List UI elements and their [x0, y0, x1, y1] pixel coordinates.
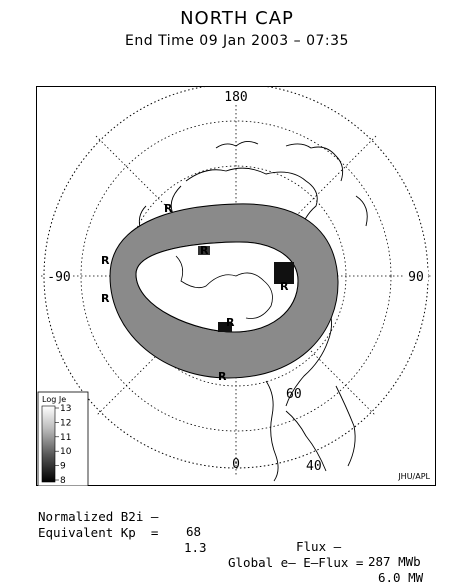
flux-label: Flux – — [296, 539, 342, 554]
inner-coastlines — [175, 255, 273, 319]
flux-value: 287 MWb — [368, 554, 421, 569]
r-marker: R — [280, 280, 289, 293]
equivalent-kp-label: Equivalent Kp = — [38, 525, 159, 540]
r-marker: R — [101, 292, 110, 305]
normalized-b2i-label: Normalized B2i – — [38, 509, 159, 524]
latitude-label-60: 60 — [286, 387, 302, 402]
r-marker: R — [200, 244, 209, 257]
colorbar-tick-label: 8 — [60, 476, 66, 486]
colorbar-tick-label: 12 — [60, 418, 71, 428]
r-markers: R R R R R R R — [101, 202, 289, 383]
footer-line-2: Equivalent Kp = 1.3 Global e– E–Flux = 6… — [38, 510, 423, 585]
credit-label: JHU/APL — [397, 472, 430, 481]
longitude-label-left: -90 — [47, 270, 70, 285]
normalized-b2i-value: 68 — [186, 524, 202, 539]
longitude-label-bottom: 0 — [232, 457, 240, 472]
page-subtitle: End Time 09 Jan 2003 – 07:35 — [125, 33, 349, 49]
global-eflux-label: Global e– E–Flux = — [228, 555, 364, 570]
r-marker: R — [226, 316, 235, 329]
r-marker: R — [218, 370, 227, 383]
colorbar-tick-label: 11 — [60, 433, 71, 443]
intense-region-premidnight — [198, 246, 210, 255]
page-title: NORTH CAP — [180, 8, 294, 29]
intense-region-dawn — [274, 262, 294, 284]
colorbar-tick-label: 13 — [60, 404, 71, 414]
equivalent-kp-value: 1.3 — [184, 540, 207, 555]
longitude-label-right: 90 — [408, 270, 424, 285]
latitude-circle-40 — [80, 120, 392, 432]
auroral-oval — [109, 203, 339, 379]
longitude-label-top: 180 — [224, 90, 247, 105]
global-eflux-value: 6.0 MW — [378, 570, 424, 585]
colorbar-tick-label: 10 — [60, 447, 72, 457]
colorbar-tick-label: 9 — [60, 462, 66, 472]
colorbar-title: Log Je — [42, 395, 66, 404]
intense-region-midnight — [218, 322, 232, 332]
latitude-label-40: 40 — [306, 459, 322, 474]
polar-map: R R R R R R R 180 -90 90 0 60 40 JHU/APL… — [36, 86, 436, 486]
colorbar-gradient — [41, 405, 56, 483]
r-marker: R — [101, 254, 110, 267]
colorbar: Log Je 13 12 11 10 9 8 — [37, 391, 89, 486]
r-marker: R — [164, 202, 173, 215]
